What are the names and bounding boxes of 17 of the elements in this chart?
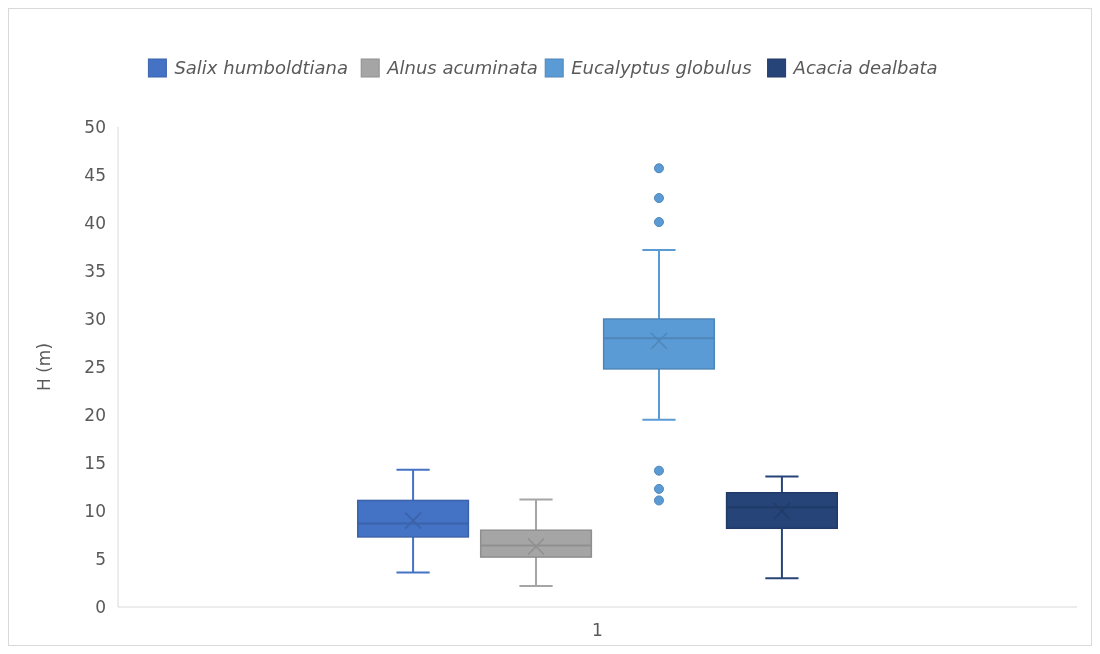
y-tick-label: 35 <box>84 260 106 281</box>
x-tick-label: 1 <box>592 620 603 640</box>
y-tick-label: 10 <box>84 500 106 521</box>
legend-label: Salix humboldtiana <box>174 57 348 79</box>
y-tick-label: 5 <box>95 548 106 569</box>
legend-label: Alnus acuminata <box>386 57 538 79</box>
legend-label: Eucalyptus globulus <box>571 57 752 79</box>
y-tick-label: 30 <box>84 308 106 329</box>
y-tick-label: 45 <box>84 164 106 185</box>
y-tick-label: 20 <box>84 404 106 425</box>
legend-label: Acacia dealbata <box>792 57 938 79</box>
y-axis-title: H (m) <box>34 342 54 392</box>
y-tick-label: 25 <box>84 356 106 377</box>
y-tick-label: 40 <box>84 212 106 233</box>
y-tick-label: 0 <box>95 596 106 617</box>
y-tick-label: 50 <box>84 116 106 137</box>
y-tick-label: 15 <box>84 452 106 473</box>
